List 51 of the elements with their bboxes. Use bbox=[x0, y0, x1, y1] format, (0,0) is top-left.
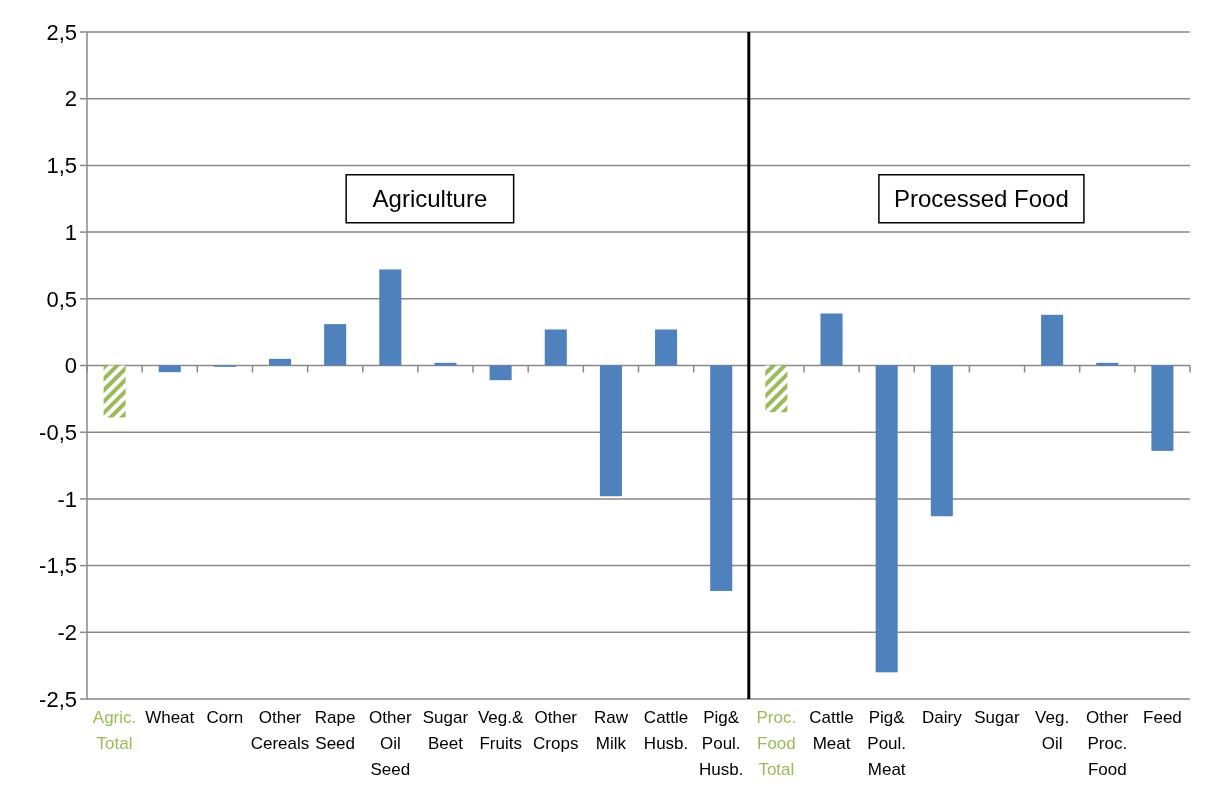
bar bbox=[544, 329, 567, 366]
y-tick-label: 2,5 bbox=[46, 19, 77, 45]
annotation: Processed Food bbox=[894, 185, 1069, 213]
bar bbox=[655, 329, 678, 366]
y-tick-label: -1,5 bbox=[39, 553, 77, 579]
x-tick-label: Corn bbox=[206, 708, 244, 727]
bar bbox=[269, 358, 292, 366]
annotation: Agriculture bbox=[372, 185, 488, 213]
bar bbox=[930, 365, 953, 517]
bar bbox=[1151, 365, 1174, 451]
y-tick-label: 1,5 bbox=[46, 153, 77, 179]
bar bbox=[765, 365, 788, 413]
x-tick-label: Other Oil Seed bbox=[369, 708, 412, 779]
x-tick-label: Veg.& Fruits bbox=[477, 708, 524, 753]
bar bbox=[324, 324, 347, 366]
x-tick-label: Cattle Meat bbox=[809, 708, 854, 753]
x-tick-label: Sugar bbox=[974, 708, 1020, 727]
y-tick-label: -2 bbox=[57, 620, 77, 645]
bar bbox=[599, 365, 622, 497]
x-tick-label: Feed bbox=[1143, 708, 1182, 727]
x-tick-label: Proc. Food Total bbox=[756, 708, 797, 779]
y-tick-label: 1 bbox=[64, 219, 77, 245]
x-tick-label: Other Crops bbox=[533, 708, 579, 753]
x-tick-label: Pig& Poul. Husb. bbox=[699, 708, 744, 779]
x-tick-label: Rape Seed bbox=[314, 708, 356, 753]
bar bbox=[158, 365, 181, 373]
x-tick-label: Other Cereals bbox=[250, 708, 310, 753]
x-tick-label: Dairy bbox=[921, 708, 963, 727]
x-tick-label: Veg. Oil bbox=[1035, 708, 1070, 753]
bar bbox=[434, 362, 457, 366]
y-tick-label: 0,5 bbox=[46, 286, 77, 312]
x-tick-label: Wheat bbox=[145, 708, 195, 727]
x-tick-label: Sugar Beet bbox=[422, 708, 469, 753]
y-tick-label: -1 bbox=[57, 486, 77, 512]
x-tick-label: Agric. Total bbox=[92, 708, 137, 753]
bar bbox=[1096, 362, 1119, 366]
bar bbox=[820, 313, 843, 366]
bar bbox=[875, 365, 898, 673]
x-tick-label: Raw Milk bbox=[593, 708, 629, 753]
bar bbox=[1041, 314, 1064, 366]
bar bbox=[489, 365, 512, 381]
y-tick-label: 0 bbox=[64, 353, 77, 379]
y-tick-label: -2,5 bbox=[39, 686, 77, 712]
x-tick-label: Cattle Husb. bbox=[643, 708, 689, 753]
bar bbox=[103, 365, 126, 418]
x-tick-label: Pig& Poul. Meat bbox=[867, 708, 907, 779]
x-tick-label: Other Proc. Food bbox=[1086, 708, 1129, 779]
y-tick-label: 2 bbox=[64, 86, 77, 112]
bar bbox=[379, 269, 402, 366]
y-tick-label: -0,5 bbox=[39, 419, 77, 445]
bar bbox=[710, 365, 733, 591]
